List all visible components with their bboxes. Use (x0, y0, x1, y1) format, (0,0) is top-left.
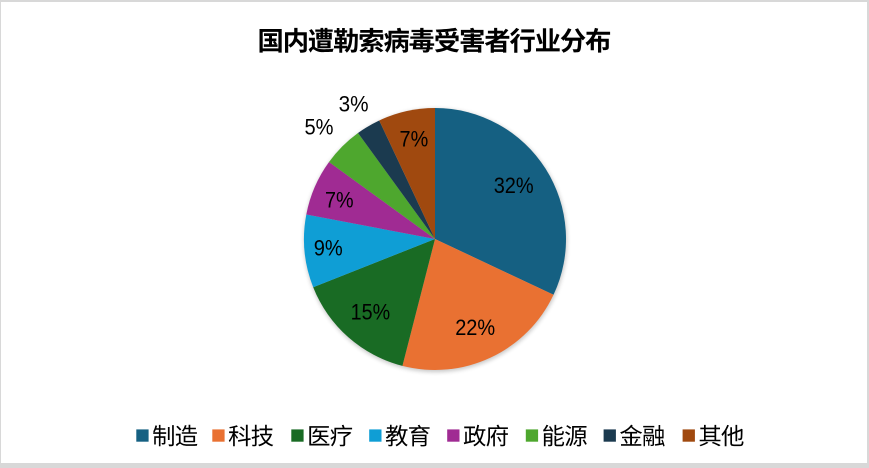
svg-text:7%: 7% (325, 188, 354, 213)
svg-text:9%: 9% (314, 236, 343, 261)
svg-text:5%: 5% (305, 115, 334, 140)
svg-text:15%: 15% (351, 299, 391, 324)
svg-text:7%: 7% (400, 127, 429, 152)
svg-text:3%: 3% (339, 91, 369, 116)
svg-text:22%: 22% (455, 315, 495, 340)
svg-text:32%: 32% (494, 173, 534, 198)
